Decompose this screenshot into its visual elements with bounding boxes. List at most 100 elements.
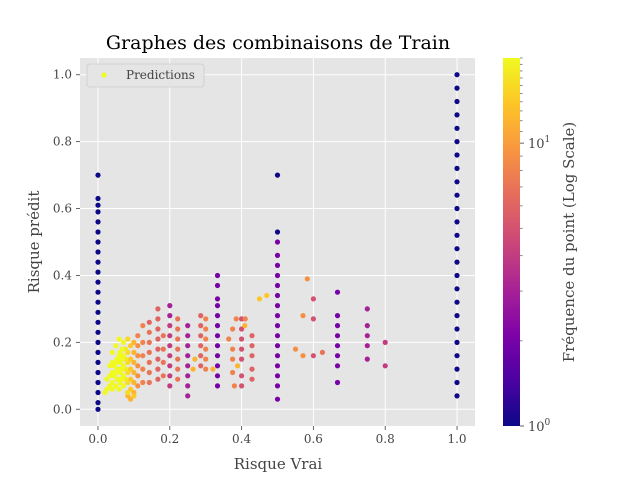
y-tick-label: 0.2 <box>53 335 72 349</box>
colorbar-tick-label: 100 <box>528 418 551 435</box>
data-point <box>185 393 191 399</box>
data-point <box>364 323 370 329</box>
data-point <box>454 125 460 131</box>
data-point <box>185 383 191 389</box>
y-tick-label: 0.4 <box>53 268 72 282</box>
data-point <box>131 393 137 399</box>
data-point <box>274 239 281 245</box>
y-axis-ticks: 0.0 0.2 0.4 0.6 0.8 1.0 <box>53 68 80 416</box>
data-point <box>175 316 181 322</box>
data-point <box>160 346 166 352</box>
data-point <box>334 353 341 359</box>
data-point <box>382 363 388 369</box>
grid <box>80 58 475 426</box>
data-point <box>214 353 221 359</box>
data-point <box>310 296 316 302</box>
data-point <box>334 313 341 319</box>
data-point <box>334 333 341 339</box>
y-tick-label: 0.6 <box>53 202 72 216</box>
data-point <box>198 343 204 349</box>
data-point <box>454 232 460 238</box>
y-axis-label: Risque prédit <box>25 191 43 294</box>
data-point <box>274 383 281 389</box>
data-point <box>454 299 460 305</box>
data-point <box>214 296 221 302</box>
data-point <box>167 353 173 359</box>
data-point <box>95 349 101 355</box>
data-point <box>454 112 460 118</box>
data-point <box>146 349 152 355</box>
data-point <box>175 346 181 352</box>
colorbar-label: Fréquence du point (Log Scale) <box>560 122 578 363</box>
data-point <box>135 373 141 379</box>
data-point <box>454 379 460 386</box>
data-point <box>274 396 281 402</box>
data-point <box>95 400 101 406</box>
data-point <box>214 282 221 289</box>
data-point <box>203 316 209 322</box>
data-point <box>454 313 460 319</box>
data-point <box>310 316 316 322</box>
data-point <box>230 326 236 332</box>
data-point <box>135 343 141 349</box>
data-point <box>146 369 152 376</box>
x-tick-label: 0.2 <box>160 432 179 446</box>
data-point <box>274 323 281 329</box>
data-point <box>364 333 370 339</box>
data-point <box>116 386 122 392</box>
data-point <box>364 306 370 312</box>
data-point <box>175 356 181 362</box>
data-point <box>454 85 460 91</box>
data-point <box>140 353 146 359</box>
data-point <box>300 353 306 359</box>
legend-label: Predictions <box>126 68 195 82</box>
data-point <box>135 363 141 369</box>
data-point <box>155 376 161 382</box>
data-point <box>95 195 101 202</box>
data-point <box>198 323 204 329</box>
data-point <box>334 323 341 329</box>
data-point <box>214 363 221 369</box>
data-point <box>334 343 341 349</box>
data-point <box>95 229 101 235</box>
data-point <box>235 363 241 369</box>
data-point <box>175 326 181 332</box>
data-point <box>239 373 245 379</box>
data-point <box>160 359 166 365</box>
data-point <box>95 359 101 365</box>
data-point <box>226 336 232 342</box>
data-point <box>274 292 281 299</box>
data-point <box>274 282 281 289</box>
data-point <box>214 303 221 309</box>
data-point <box>95 219 101 225</box>
data-point <box>131 379 137 386</box>
data-point <box>274 303 281 309</box>
x-tick-label: 0.6 <box>304 432 323 446</box>
data-point <box>113 383 119 389</box>
data-point <box>454 165 460 171</box>
data-point <box>249 366 255 372</box>
data-point <box>185 333 191 339</box>
y-tick-label: 0.8 <box>53 135 72 149</box>
data-point <box>214 333 221 339</box>
data-point <box>198 363 204 369</box>
data-point <box>454 152 460 158</box>
data-point <box>454 353 460 359</box>
data-point <box>334 363 341 369</box>
data-point <box>274 313 281 319</box>
data-point <box>95 309 101 315</box>
data-point <box>155 346 161 352</box>
data-point <box>167 343 173 349</box>
data-point <box>185 363 191 369</box>
data-point <box>454 98 460 105</box>
data-point <box>114 376 120 382</box>
data-point <box>454 72 460 78</box>
data-point <box>230 346 236 352</box>
data-point <box>167 333 173 339</box>
data-point <box>239 346 245 352</box>
data-point <box>117 359 123 365</box>
x-tick-label: 0.4 <box>232 432 251 446</box>
colorbar: 100 101 Fréquence du point (Log Scale) <box>503 57 578 435</box>
data-point <box>214 343 221 349</box>
